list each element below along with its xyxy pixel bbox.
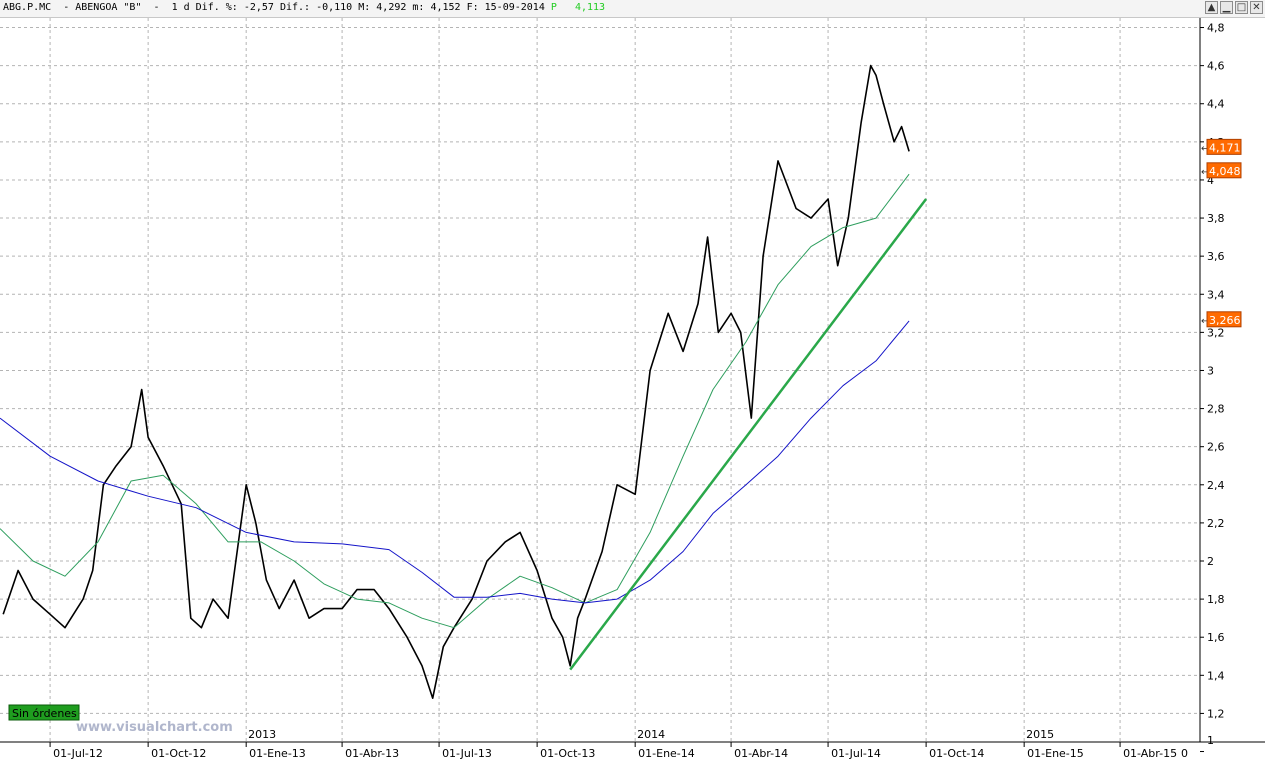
- y-tick-label: 4,4: [1207, 98, 1225, 111]
- y-tick-label: 4: [1207, 174, 1214, 187]
- y-tick-label: 1,6: [1207, 631, 1225, 644]
- minimize-icon[interactable]: ▁: [1220, 1, 1233, 14]
- y-tick-label: 2,6: [1207, 441, 1225, 454]
- year-label: 2013: [248, 728, 276, 741]
- title-last-value: 4,113: [556, 2, 606, 13]
- arrow-up-icon[interactable]: ▲: [1205, 1, 1218, 14]
- year-label: 2014: [637, 728, 665, 741]
- grid: [0, 18, 1200, 742]
- series-lines: [0, 64, 928, 700]
- price-tag-sma-long: 3,266: [1209, 314, 1241, 327]
- x-tick-label: 01-Abr-15: [1123, 747, 1177, 760]
- y-tick-label: 2: [1207, 555, 1214, 568]
- y-tick-label: 3,6: [1207, 250, 1225, 263]
- y-tick-label: 2,2: [1207, 517, 1225, 530]
- series-sma-long: [0, 320, 910, 604]
- y-tick-label: 3,8: [1207, 212, 1225, 225]
- x-tick-label: 01-Ene-15: [1027, 747, 1084, 760]
- status-badge-text: Sin órdenes: [12, 707, 77, 720]
- x-tick-label: 01-Ene-14: [638, 747, 695, 760]
- x-tick-label: 01-Oct-13: [540, 747, 595, 760]
- price-tag-box: [1206, 138, 1242, 155]
- y-tick-label: 3,2: [1207, 326, 1225, 339]
- x-tick-label: 01-Abr-14: [734, 747, 788, 760]
- year-label: 2015: [1026, 728, 1054, 741]
- y-tick-label: 1,4: [1207, 669, 1225, 682]
- y-tick-label: 4,8: [1207, 22, 1225, 35]
- y-tick-label: 1: [1207, 734, 1214, 747]
- series-price: [2, 64, 910, 700]
- price-tag-price: 4,171: [1209, 141, 1241, 154]
- y-tick-label: 4,6: [1207, 60, 1225, 73]
- series-trendline: [569, 198, 928, 671]
- close-icon[interactable]: ✕: [1250, 1, 1263, 14]
- y-axis: 1 1,2 1,4 1,6 1,8 2 2,2 2,4 2,6 2,8 3 3,2 3,4 3,6 3,8 4…: [1199, 18, 1225, 753]
- y-tick-label: 3,4: [1207, 288, 1225, 301]
- maximize-icon[interactable]: □: [1235, 1, 1248, 14]
- tag-arrow-icon: ←: [1201, 316, 1209, 327]
- x-tick-label: 01-Jul-13: [442, 747, 492, 760]
- tag-arrow-icon: ←: [1201, 143, 1209, 154]
- tag-arrow-icon: ←: [1201, 167, 1209, 178]
- x-tick-label-partial: 0: [1181, 747, 1188, 760]
- y-tick-label: 1,2: [1207, 707, 1225, 720]
- price-tag-box: [1206, 311, 1242, 328]
- x-tick-label: 01-Jul-12: [53, 747, 103, 760]
- price-tag-box: [1206, 162, 1242, 179]
- watermark: www.visualchart.com: [76, 720, 233, 735]
- y-tick-label: 2,4: [1207, 479, 1225, 492]
- x-axis: 01-Jul-12 01-Oct-12 01-Ene-13 01-Abr-13 01-J…: [0, 728, 1265, 760]
- x-tick-label: 01-Oct-12: [151, 747, 206, 760]
- x-tick-label: 01-Jul-14: [831, 747, 881, 760]
- y-tick-label: 3: [1207, 364, 1214, 377]
- x-tick-label: 01-Ene-13: [249, 747, 306, 760]
- x-tick-label: 01-Abr-13: [345, 747, 399, 760]
- title-bar: ABG.P.MC - ABENGOA "B" - 1 d Dif. %: -2,…: [0, 0, 1265, 18]
- price-tag-sma-short: 4,048: [1209, 165, 1241, 178]
- status-badge: Sin órdenes: [8, 704, 80, 721]
- price-tags: ← 4,171← 4,048← 3,266: [1201, 138, 1242, 328]
- series-sma-short: [0, 173, 910, 629]
- title-text: ABG.P.MC - ABENGOA "B" - 1 d Dif. %: -2,…: [3, 2, 605, 13]
- title-last-letter: P: [550, 2, 557, 13]
- x-tick-label: 01-Oct-14: [929, 747, 984, 760]
- y-tick-label: 1,8: [1207, 593, 1225, 606]
- title-prefix: ABG.P.MC - ABENGOA "B" - 1 d Dif. %: -2,…: [3, 2, 551, 13]
- y-tick-label: 2,8: [1207, 403, 1225, 416]
